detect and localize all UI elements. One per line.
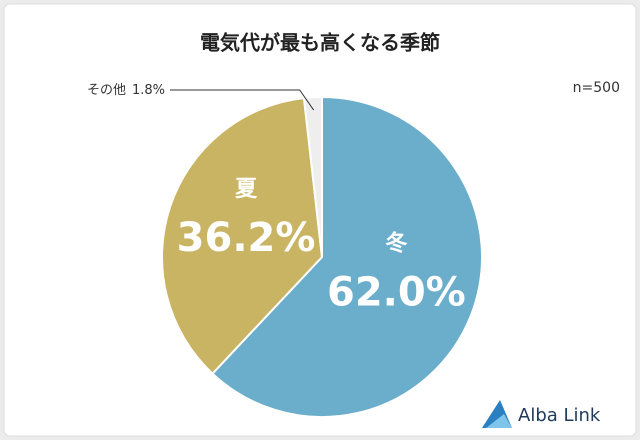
leader-line (170, 89, 315, 111)
slice-value-label: 36.2% (177, 215, 316, 261)
slice-category: 冬 (385, 230, 407, 256)
logo: Alba Link (482, 400, 601, 428)
pie-slice (211, 95, 483, 418)
slice-category: その他 (87, 83, 126, 98)
outside-label: その他 1.8% (87, 83, 165, 98)
logo-icon (486, 414, 512, 428)
brand: Alba Link (518, 405, 601, 426)
pie-slice (302, 95, 323, 258)
slice-value-label: 62.0% (327, 269, 466, 315)
pie-slice (161, 96, 324, 376)
annotation: n=500 (573, 80, 620, 96)
slice-value-label: 1.8% (132, 83, 165, 98)
slice-category: 夏 (235, 177, 258, 202)
chart-title: 電気代が最も高くなる季節 (200, 31, 440, 55)
